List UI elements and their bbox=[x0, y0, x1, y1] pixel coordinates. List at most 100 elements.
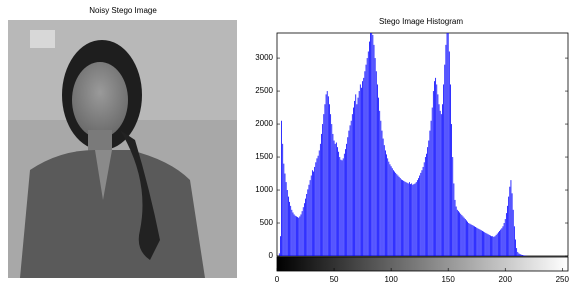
bar bbox=[317, 158, 318, 256]
bar bbox=[364, 71, 365, 256]
bar bbox=[522, 255, 523, 256]
bar bbox=[468, 223, 469, 256]
bar bbox=[281, 121, 282, 256]
bar bbox=[331, 124, 332, 256]
bar bbox=[323, 114, 324, 256]
bar bbox=[434, 81, 435, 256]
bar bbox=[453, 183, 454, 256]
bar bbox=[459, 212, 460, 256]
bar bbox=[464, 218, 465, 256]
bar bbox=[473, 226, 474, 256]
bar bbox=[321, 134, 322, 256]
bar bbox=[309, 185, 310, 256]
bar bbox=[314, 167, 315, 256]
bar bbox=[302, 211, 303, 256]
bar bbox=[363, 78, 364, 256]
bar bbox=[407, 183, 408, 256]
bar bbox=[396, 174, 397, 256]
bar bbox=[524, 255, 525, 256]
bar bbox=[348, 131, 349, 256]
bar bbox=[326, 94, 327, 256]
bar bbox=[450, 84, 451, 256]
bar bbox=[427, 147, 428, 256]
bar bbox=[424, 162, 425, 256]
bar bbox=[449, 51, 450, 256]
bar bbox=[368, 51, 369, 256]
bar bbox=[514, 226, 515, 256]
bar bbox=[455, 200, 456, 256]
bar bbox=[359, 91, 360, 256]
bar bbox=[290, 206, 291, 256]
bar bbox=[466, 220, 467, 256]
bar bbox=[320, 144, 321, 256]
bar bbox=[325, 104, 326, 256]
colorbar bbox=[277, 257, 568, 271]
bar bbox=[474, 226, 475, 256]
bar bbox=[304, 203, 305, 256]
y-tick-label: 2500 bbox=[255, 86, 273, 95]
bar bbox=[411, 183, 412, 256]
bar bbox=[382, 131, 383, 256]
bar bbox=[395, 173, 396, 256]
bar bbox=[501, 228, 502, 256]
bar bbox=[458, 211, 459, 256]
bar bbox=[505, 219, 506, 256]
bar bbox=[362, 81, 363, 256]
bar bbox=[419, 176, 420, 256]
bar bbox=[487, 234, 488, 256]
x-tick-label: 150 bbox=[441, 275, 455, 284]
bar bbox=[296, 216, 297, 256]
x-tick-label: 250 bbox=[556, 275, 570, 284]
bar bbox=[456, 207, 457, 256]
bar bbox=[329, 104, 330, 256]
bar bbox=[384, 145, 385, 256]
bar bbox=[507, 206, 508, 256]
bar bbox=[339, 157, 340, 256]
stego-image bbox=[8, 20, 237, 278]
bar bbox=[465, 219, 466, 256]
bar bbox=[475, 227, 476, 256]
bar bbox=[509, 187, 510, 256]
bar bbox=[435, 78, 436, 256]
bar bbox=[433, 91, 434, 256]
bar bbox=[404, 181, 405, 256]
bar bbox=[496, 235, 497, 256]
bar bbox=[318, 156, 319, 256]
bar bbox=[286, 182, 287, 256]
bar bbox=[425, 157, 426, 256]
bar bbox=[352, 114, 353, 256]
bar bbox=[440, 111, 441, 256]
bar bbox=[420, 173, 421, 256]
bar bbox=[504, 223, 505, 256]
y-tick-label: 500 bbox=[260, 218, 274, 227]
bar bbox=[288, 197, 289, 256]
bar bbox=[447, 33, 448, 256]
bar bbox=[414, 184, 415, 256]
bar bbox=[410, 184, 411, 256]
bar bbox=[378, 98, 379, 256]
bar bbox=[342, 160, 343, 256]
bar bbox=[375, 58, 376, 256]
bar bbox=[436, 84, 437, 256]
x-tick-label: 100 bbox=[384, 275, 398, 284]
bar bbox=[406, 182, 407, 256]
bar bbox=[498, 232, 499, 256]
bar bbox=[483, 232, 484, 256]
bar bbox=[387, 158, 388, 256]
bar bbox=[303, 207, 304, 256]
bar bbox=[482, 231, 483, 256]
chart-title: Stego Image Histogram bbox=[379, 17, 463, 26]
bar bbox=[279, 253, 280, 256]
bar bbox=[295, 216, 296, 256]
bar bbox=[313, 172, 314, 256]
bar bbox=[513, 210, 514, 256]
bar bbox=[307, 189, 308, 256]
bar bbox=[315, 162, 316, 256]
bar bbox=[282, 144, 283, 256]
bar bbox=[355, 94, 356, 256]
bar bbox=[508, 197, 509, 256]
bar bbox=[463, 216, 464, 256]
bar bbox=[294, 214, 295, 256]
bar bbox=[336, 143, 337, 256]
bar bbox=[319, 150, 320, 256]
